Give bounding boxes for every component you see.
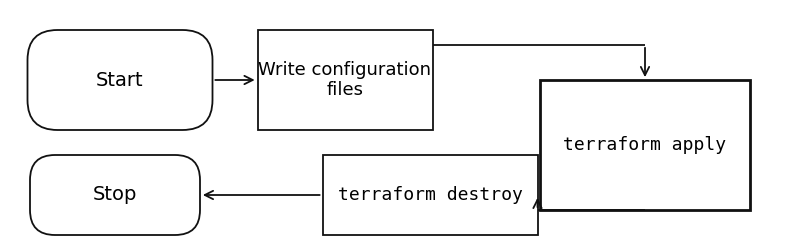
FancyBboxPatch shape xyxy=(27,30,213,130)
Text: Write configuration
files: Write configuration files xyxy=(259,61,431,99)
Text: terraform apply: terraform apply xyxy=(563,136,726,154)
FancyBboxPatch shape xyxy=(30,155,200,235)
Text: Stop: Stop xyxy=(93,185,137,204)
Bar xyxy=(540,80,750,210)
Text: terraform destroy: terraform destroy xyxy=(338,186,523,204)
Bar xyxy=(322,155,537,235)
Bar xyxy=(258,30,432,130)
Text: Start: Start xyxy=(96,71,144,90)
